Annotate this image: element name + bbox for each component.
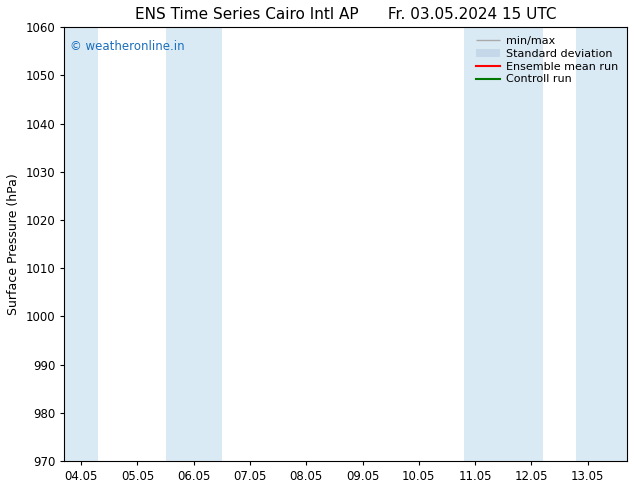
Legend: min/max, Standard deviation, Ensemble mean run, Controll run: min/max, Standard deviation, Ensemble me… <box>472 33 621 88</box>
Bar <box>576 27 627 461</box>
Bar <box>165 27 222 461</box>
Bar <box>64 27 98 461</box>
Text: © weatheronline.in: © weatheronline.in <box>70 40 184 53</box>
Title: ENS Time Series Cairo Intl AP      Fr. 03.05.2024 15 UTC: ENS Time Series Cairo Intl AP Fr. 03.05.… <box>135 7 557 22</box>
Bar <box>464 27 543 461</box>
Y-axis label: Surface Pressure (hPa): Surface Pressure (hPa) <box>7 173 20 315</box>
